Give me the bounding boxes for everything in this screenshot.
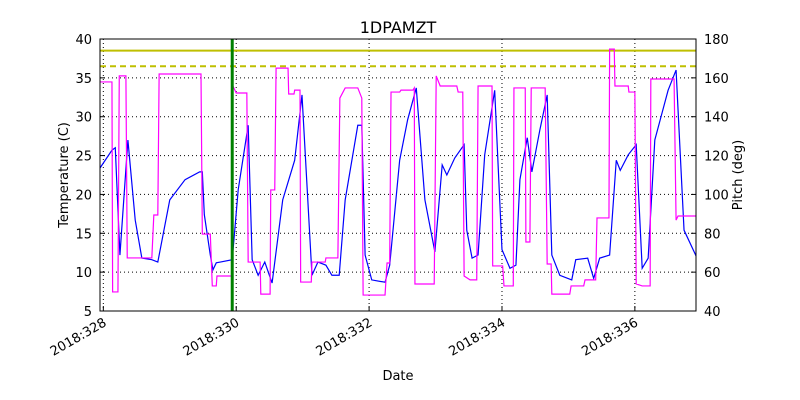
y-tick-label: 30 (75, 111, 92, 126)
y-tick-label: 40 (75, 33, 92, 48)
plot-frame (99, 38, 697, 312)
y2-tick-label: 180 (704, 33, 729, 48)
x-axis-label: Date (382, 369, 413, 384)
y2-tick-label: 140 (704, 111, 729, 126)
series-line (99, 69, 697, 284)
y2-tick-label: 60 (704, 266, 721, 281)
y-tick-label: 10 (75, 266, 92, 281)
y2-tick-label: 80 (704, 227, 721, 242)
series-line (100, 48, 696, 296)
y-tick-label: 35 (75, 72, 92, 87)
y2-axis-label: Pitch (deg) (731, 140, 746, 210)
y2-tick-label: 40 (704, 305, 721, 320)
y-axis-label: Temperature (C) (57, 122, 72, 229)
chart-title: 1DPAMZT (360, 18, 437, 37)
y2-tick-label: 100 (704, 188, 729, 203)
y-tick-label: 20 (75, 188, 92, 203)
y-tick-label: 25 (75, 150, 92, 165)
y2-tick-label: 160 (704, 72, 729, 87)
y-tick-label: 15 (75, 227, 92, 242)
y-tick-label: 5 (84, 305, 92, 320)
y2-tick-label: 120 (704, 150, 729, 165)
